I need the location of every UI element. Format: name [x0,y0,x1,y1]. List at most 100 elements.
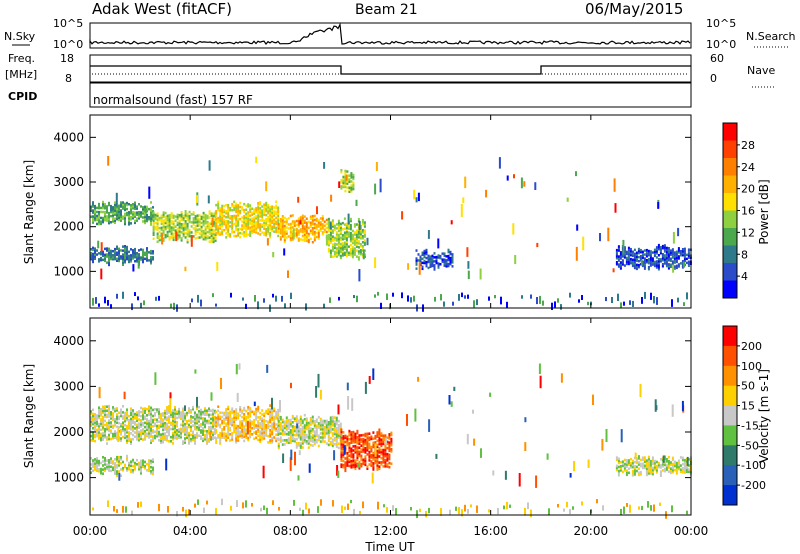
echo-cell [323,419,326,423]
echo-cell [317,438,320,442]
echo-cell [235,234,238,238]
echo-cell [114,418,116,421]
ground-scatter-cell [509,504,511,508]
echo-cell [136,415,138,418]
echo-cell [649,256,652,259]
echo-cell [683,249,686,253]
ground-scatter-cell [488,509,490,513]
echo-cell [152,414,154,418]
echo-cell [307,425,310,429]
echo-cell [617,469,620,473]
isolated-echo-cell [308,430,311,440]
echo-cell [368,457,371,460]
echo-cell [641,456,644,459]
echo-cell [313,236,316,240]
echo-cell [98,412,100,416]
echo-cell [665,262,668,266]
echo-cell [150,207,152,210]
echo-cell [265,432,268,435]
echo-cell [348,454,351,457]
echo-cell [673,261,676,264]
echo-cell [92,256,94,260]
echo-cell [340,438,343,442]
echo-cell [126,410,128,414]
ground-scatter-cell [374,294,376,298]
echo-cell [337,225,340,229]
echo-cell [206,230,209,234]
echo-cell [212,423,214,426]
isolated-echo-cell [539,375,542,389]
echo-cell [168,222,171,225]
echo-cell [267,228,270,231]
echo-cell [649,459,652,463]
echo-cell [154,215,157,219]
echo-cell [331,235,334,238]
echo-cell [112,412,114,415]
echo-cell [301,429,304,433]
echo-cell [124,415,126,419]
echo-cell [275,410,278,414]
echo-cell [667,253,670,256]
echo-cell [633,258,636,262]
echo-cell [370,437,373,441]
echo-cell [333,426,336,430]
echo-cell [257,426,260,429]
echo-cell [299,433,302,437]
echo-cell [311,415,314,419]
echo-cell [116,421,118,424]
echo-cell [343,245,346,248]
echo-cell [289,418,292,422]
echo-cell [158,434,160,438]
echo-cell [380,444,383,448]
echo-cell [128,420,130,424]
echo-cell [221,222,224,226]
freq-panel: Freq. [MHz] 18 8 60 0 Nave [5,52,776,88]
echo-cell [269,410,272,413]
echo-cell [351,245,354,249]
echo-cell [130,409,132,413]
echo-cell [615,261,618,264]
isolated-echo-cell [535,475,538,488]
echo-cell [217,206,220,210]
echo-cell [337,245,340,249]
echo-cell [273,226,276,229]
echo-cell [217,405,220,408]
echo-cell [158,234,161,238]
echo-cell [299,423,302,427]
echo-cell [152,437,154,440]
echo-cell [162,434,164,438]
echo-cell [98,459,100,463]
echo-cell [647,472,650,475]
echo-cell [301,433,304,437]
echo-cell [124,251,126,254]
echo-cell [345,242,348,246]
echo-cell [237,214,240,217]
echo-cell [287,431,290,434]
echo-cell [170,230,173,233]
echo-cell [102,407,104,411]
echo-cell [206,236,209,240]
isolated-echo-cell [337,470,340,478]
echo-cell [168,431,170,435]
echo-cell [98,437,100,440]
echo-cell [352,181,355,185]
echo-cell [358,438,361,441]
echo-cell [229,416,232,420]
echo-cell [194,434,196,437]
echo-cell [204,216,207,219]
echo-cell [210,212,213,215]
echo-cell [386,436,389,440]
echo-cell [261,429,264,433]
echo-cell [102,200,104,204]
echo-cell [219,213,222,216]
echo-cell [128,258,130,262]
echo-cell [130,206,132,209]
echo-cell [348,464,351,468]
echo-cell [253,410,256,414]
echo-cell [114,464,116,467]
echo-cell [265,434,268,437]
echo-cell [204,421,206,425]
echo-cell [92,211,94,214]
echo-cell [655,256,658,259]
ground-scatter-cell [623,506,625,514]
